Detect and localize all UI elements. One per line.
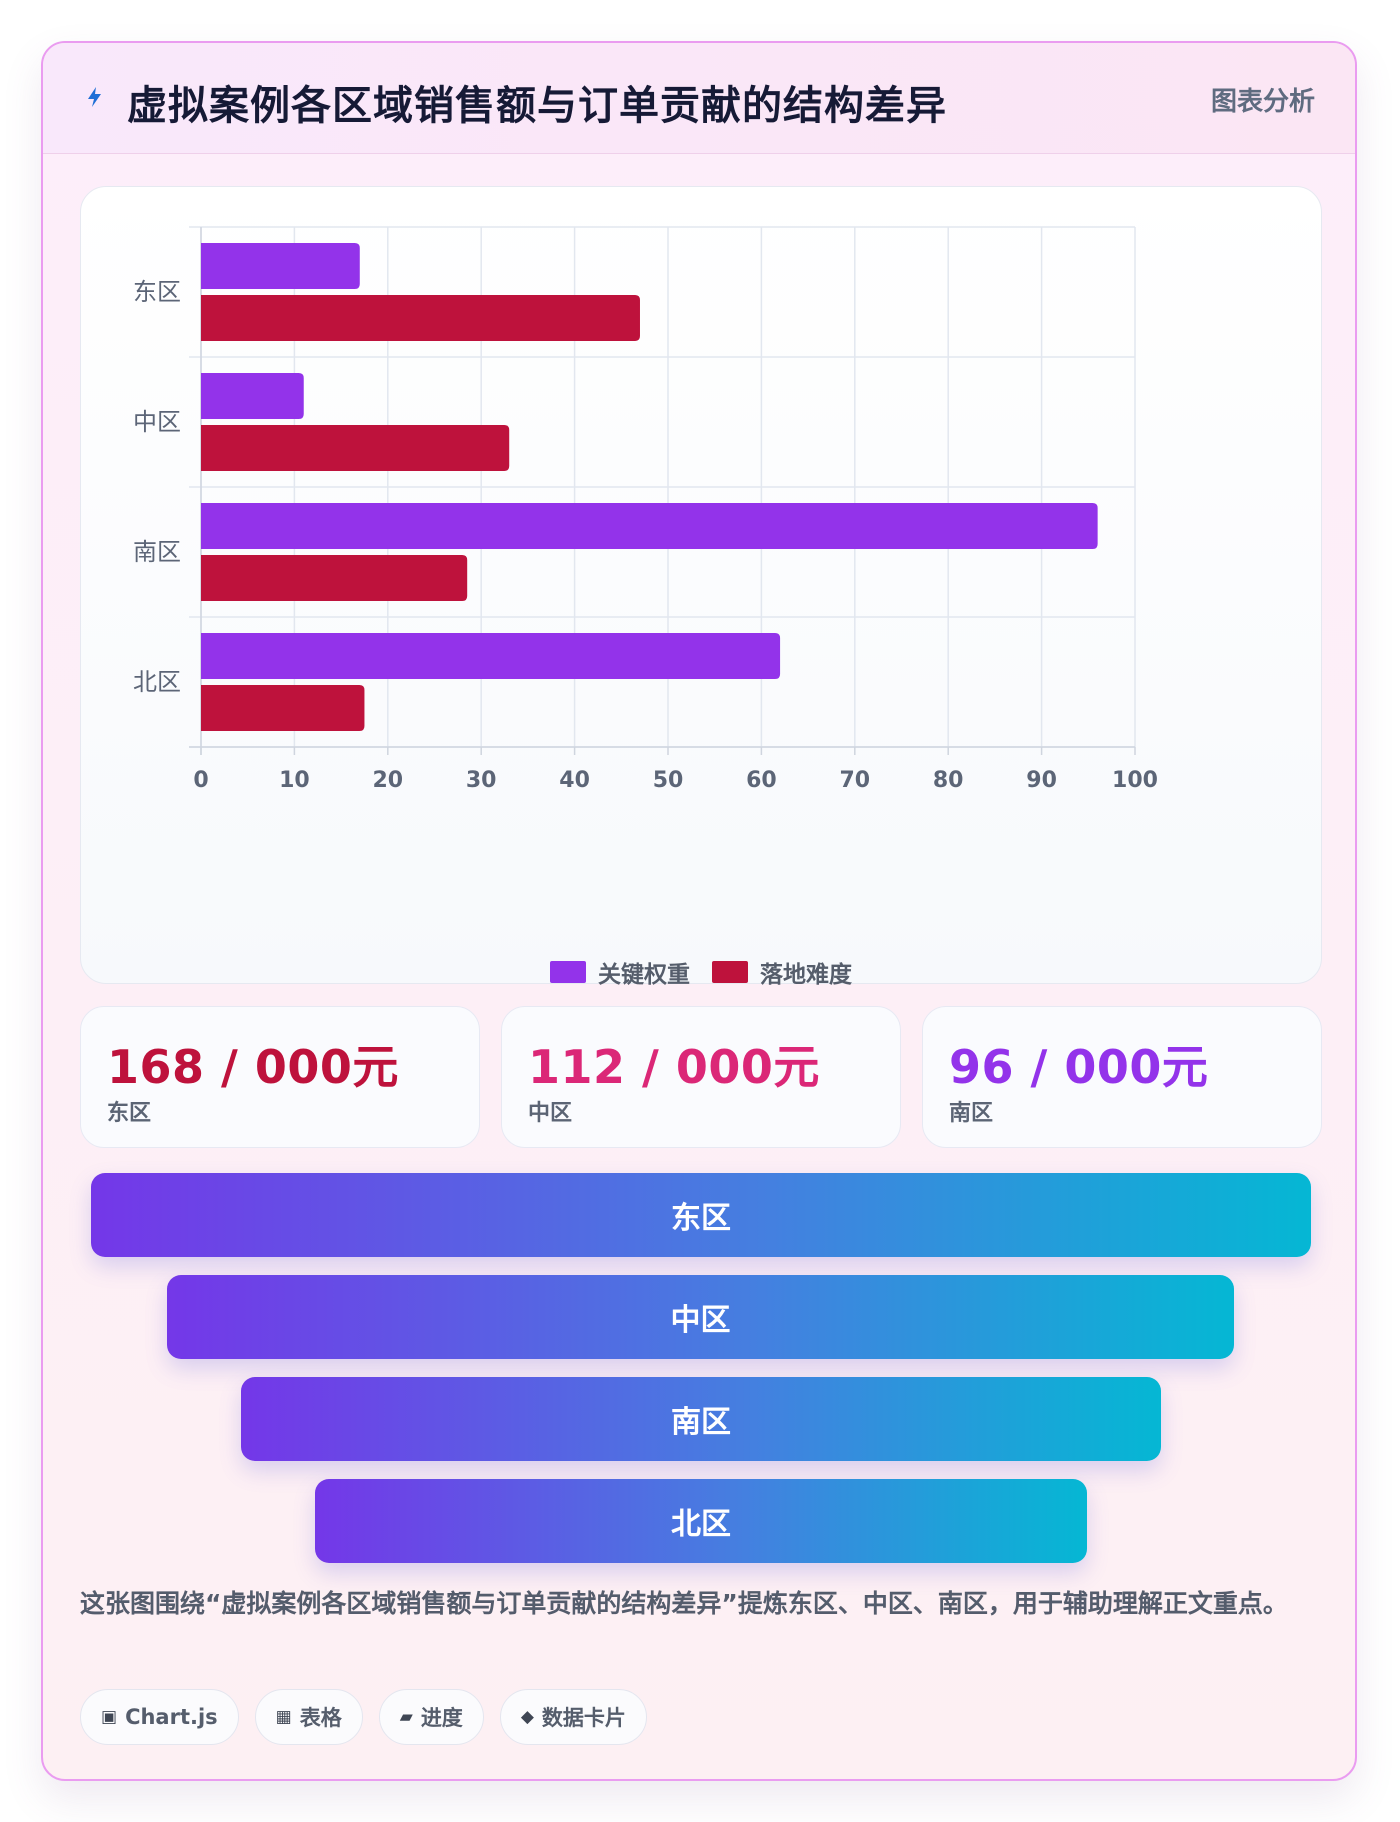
x-tick-label: 30: [466, 768, 497, 793]
x-tick-label: 40: [559, 768, 590, 793]
bar-difficulty: [201, 685, 365, 731]
tag-data-card[interactable]: ◆ 数据卡片: [499, 1689, 647, 1745]
chart-card: 虚拟案例各区域销售额与订单贡献的结构差异 图表分析 0 10 20 30 40 50 60 7…: [41, 41, 1357, 1781]
diamond-icon: ◆: [520, 1707, 534, 1727]
legend-label-series-2: 落地难度: [760, 962, 852, 988]
stat-card-central: 112 / 000元 中区: [501, 1006, 901, 1148]
legend-item-series-1[interactable]: 关键权重: [550, 955, 690, 989]
legend-swatch-series-1: [550, 961, 586, 983]
header-tag: 图表分析: [1210, 87, 1315, 117]
funnel-step-south: 南区: [241, 1377, 1161, 1461]
legend-label-series-1: 关键权重: [598, 962, 690, 988]
tag-progress[interactable]: ▰ 进度: [378, 1689, 484, 1745]
legend-item-series-2[interactable]: 落地难度: [712, 955, 852, 989]
stat-card-south: 96 / 000元 南区: [922, 1006, 1322, 1148]
y-category-label: 南区: [133, 538, 181, 566]
bar-difficulty: [201, 295, 640, 341]
progress-icon: ▰: [399, 1707, 413, 1727]
bar-difficulty: [201, 425, 510, 471]
funnel-step-central: 中区: [167, 1275, 1234, 1359]
tag-label: 数据卡片: [541, 1706, 626, 1730]
tag-list: ▣ Chart.js ▦ 表格 ▰ 进度 ◆ 数据卡片: [80, 1689, 647, 1745]
funnel-step-north: 北区: [315, 1479, 1087, 1563]
x-tick-label: 10: [279, 768, 310, 793]
x-tick-label: 60: [746, 768, 777, 793]
stat-value: 112 / 000元: [528, 1040, 820, 1094]
y-category-label: 东区: [133, 278, 181, 306]
x-tick-label: 70: [839, 768, 870, 793]
chart-icon: ▣: [101, 1707, 118, 1727]
legend-swatch-series-2: [712, 961, 748, 983]
x-tick-label: 100: [1112, 768, 1158, 793]
stat-label: 东区: [107, 1101, 152, 1126]
x-tick-label: 20: [372, 768, 403, 793]
bar-key-weight: [201, 633, 781, 679]
bar-key-weight: [201, 373, 304, 419]
tag-table[interactable]: ▦ 表格: [254, 1689, 363, 1745]
y-category-label: 北区: [133, 668, 181, 696]
x-tick-label: 90: [1026, 768, 1057, 793]
stat-label: 南区: [949, 1101, 994, 1126]
x-tick-label: 80: [933, 768, 964, 793]
lightning-icon: [88, 87, 101, 107]
stat-value: 168 / 000元: [107, 1040, 399, 1094]
bar-difficulty: [201, 555, 468, 601]
bar-key-weight: [201, 243, 360, 289]
tag-label: Chart.js: [125, 1705, 218, 1729]
x-tick-label: 0: [193, 768, 208, 793]
bar-key-weight: [201, 503, 1098, 549]
funnel-step-east: 东区: [91, 1173, 1311, 1257]
summary-text: 这张图围绕“虚拟案例各区域销售额与订单贡献的结构差异”提炼东区、中区、南区，用于…: [80, 1589, 1288, 1618]
stat-card-east: 168 / 000元 东区: [80, 1006, 480, 1148]
tag-chartjs[interactable]: ▣ Chart.js: [80, 1689, 239, 1745]
chart-panel: 0 10 20 30 40 50 60 70 80 90 100 东区中区南区北区 关键权重 落地难度: [80, 186, 1322, 988]
stat-label: 中区: [528, 1101, 573, 1126]
table-icon: ▦: [275, 1707, 292, 1727]
tag-label: 进度: [420, 1706, 463, 1730]
card-header: 虚拟案例各区域销售额与订单贡献的结构差异 图表分析: [43, 43, 1355, 154]
stat-cards: 168 / 000元 东区 112 / 000元 中区 96 / 000元 南区: [80, 1006, 1322, 1148]
stat-value: 96 / 000元: [949, 1040, 1209, 1094]
y-category-label: 中区: [133, 408, 181, 436]
x-tick-label: 50: [653, 768, 684, 793]
page-title: 虚拟案例各区域销售额与订单贡献的结构差异: [127, 83, 947, 129]
chart-legend: 关键权重 落地难度: [81, 955, 1321, 989]
tag-label: 表格: [299, 1706, 342, 1730]
